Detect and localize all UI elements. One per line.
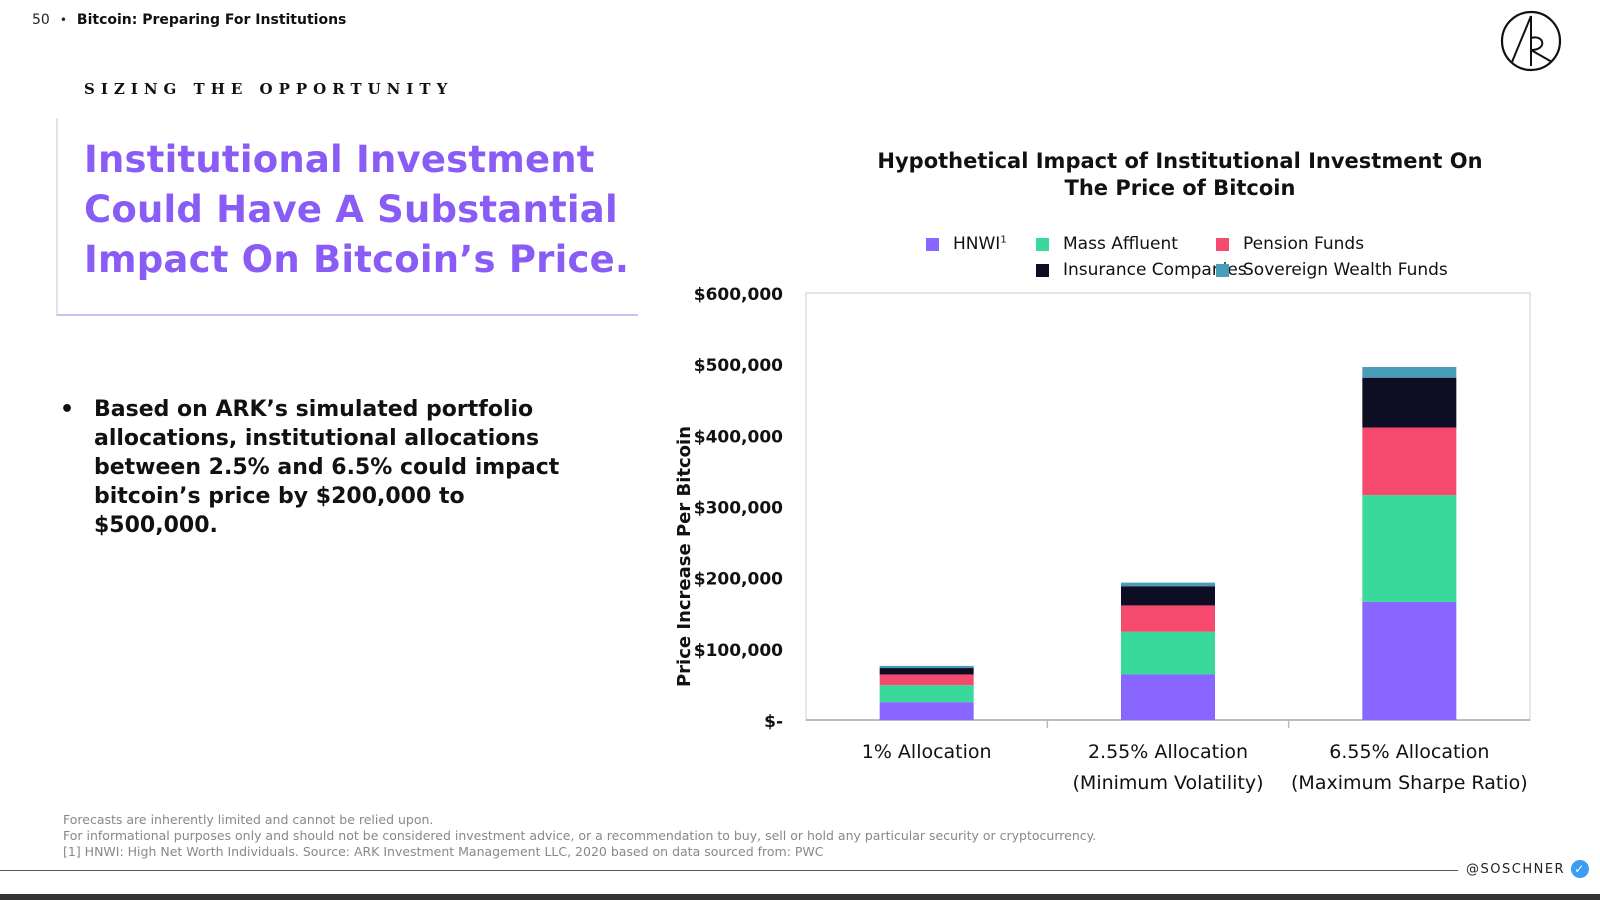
author-handle: @SOSCHNER ✓ [1466,860,1590,878]
x-tick-label: 2.55% Allocation [1088,741,1248,763]
bullet-dot: • [60,397,75,422]
legend-footnote-mark: 1 [1000,234,1007,246]
legend-label: Mass Affluent [1063,234,1178,254]
y-tick-label: $300,000 [694,499,783,519]
bar-segment [1121,605,1215,632]
bar-segment [1362,601,1457,720]
y-axis-label: Price Increase Per Bitcoin [674,426,695,687]
y-tick-label: $600,000 [694,285,783,305]
chart-title: Hypothetical Impact of Institutional Inv… [877,149,1483,200]
bar-segment [1121,631,1215,675]
y-tick-label: $400,000 [694,427,783,447]
y-tick-label: $200,000 [694,570,783,590]
legend-label: HNWI1 [953,234,1007,254]
bar-segment [879,668,974,675]
bullet-text: Based on ARK’s simulated portfolio alloc… [94,397,560,538]
ark-logo-icon [1500,10,1562,72]
x-tick-label: (Maximum Sharpe Ratio) [1291,772,1528,794]
legend-item: HNWI1 [926,234,1007,254]
x-tick-label: 6.55% Allocation [1329,741,1489,763]
legend-swatch [1036,237,1049,251]
headline: Institutional Investment Could Have A Su… [84,138,630,281]
legend-item: Sovereign Wealth Funds [1216,260,1448,280]
section-label: SIZING THE OPPORTUNITY [84,80,454,98]
legend-swatch [1216,237,1229,251]
legend-swatch [926,237,939,251]
deck-title: Bitcoin: Preparing For Institutions [76,12,347,28]
bar-segment [879,702,974,720]
bar-segment [1121,582,1215,587]
page-header: 50 • Bitcoin: Preparing For Institutions [32,12,346,28]
bar-segment [1362,427,1457,496]
footnote-source: [1] HNWI: High Net Worth Individuals. So… [63,844,824,859]
y-tick-label: $- [764,712,783,732]
bar-segment [1362,377,1457,428]
y-tick-label: $500,000 [694,356,783,376]
page-number: 50 [32,12,50,28]
y-tick-label: $100,000 [694,641,783,661]
legend-item: Mass Affluent [1036,234,1178,254]
legend-item: Insurance Companies [1036,260,1247,280]
legend-label: Insurance Companies [1063,260,1247,280]
bullet-point: • Based on ARK’s simulated portfolio all… [60,395,580,540]
bottom-rule [0,870,1458,871]
bar-segment [879,665,974,669]
x-tick-label: (Minimum Volatility) [1073,772,1264,794]
bar-segment [1362,367,1457,378]
legend-label: Pension Funds [1243,234,1365,254]
bottom-bar [0,894,1600,900]
legend-swatch [1216,263,1229,277]
footnotes: Forecasts are inherently limited and can… [63,812,1096,860]
legend-label: Sovereign Wealth Funds [1243,260,1448,280]
bar-segment [879,685,974,703]
x-tick-label: 1% Allocation [862,741,992,763]
footnote-disclaimer: For informational purposes only and shou… [63,828,1097,843]
bar-segment [1121,586,1215,606]
handle-text: @SOSCHNER [1466,861,1566,877]
header-separator: • [59,13,67,27]
legend-item: Pension Funds [1216,234,1364,254]
bar-segment [1362,495,1457,602]
bar-segment [879,674,974,686]
headline-frame [56,118,638,316]
legend-swatch [1036,263,1049,277]
verified-badge-icon: ✓ [1571,860,1590,878]
footnote-forecast: Forecasts are inherently limited and can… [63,812,434,827]
bar-segment [1121,674,1215,720]
